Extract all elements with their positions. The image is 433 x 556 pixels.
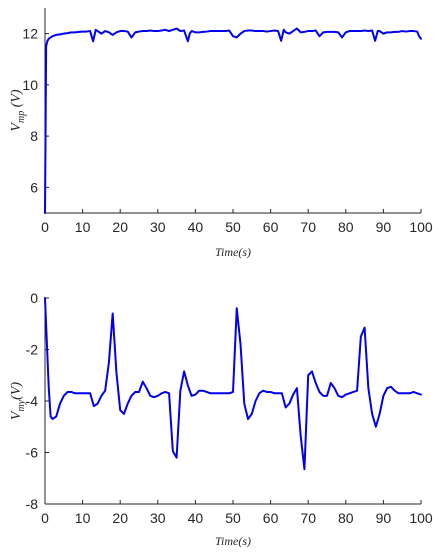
chart-2-series-line <box>44 297 422 471</box>
chart-1-x-tick-label: 70 <box>300 219 316 235</box>
chart-1-x-tick-label: 60 <box>263 219 279 235</box>
chart-1-x-tick-label: 40 <box>188 219 204 235</box>
chart-2: 0 10 20 30 40 50 60 70 80 90 100 -8 -6 -4 -2 0 Time(s) Vm… <box>9 290 433 548</box>
chart-2-x-tick-label: 60 <box>263 510 279 526</box>
chart-1-x-tick-label: 50 <box>225 219 241 235</box>
chart-1-x-tick-label: 0 <box>41 219 49 235</box>
chart-1-y-tick-label: 8 <box>30 128 38 144</box>
chart-2-y-tick-label: -2 <box>26 342 39 358</box>
chart-2-x-tick-label: 90 <box>376 510 392 526</box>
chart-2-x-tick-label: 80 <box>338 510 354 526</box>
chart-1-y-tick-label: 12 <box>22 26 38 42</box>
chart-1: 0 10 20 30 40 50 60 70 80 90 100 6 8 10 12 Time(s) Vmp (… <box>9 8 433 259</box>
chart-2-x-tick-label: 20 <box>112 510 128 526</box>
chart-1-y-axis-label: Vmp (V) <box>9 89 27 132</box>
chart-2-x-tick-label: 30 <box>150 510 166 526</box>
chart-1-x-tick-label: 20 <box>112 219 128 235</box>
chart-2-y-tick-label: -8 <box>26 496 39 512</box>
chart-2-x-tick-label: 70 <box>300 510 316 526</box>
chart-2-y-tick-label: 0 <box>30 290 38 306</box>
chart-1-x-tick-label: 10 <box>75 219 91 235</box>
chart-1-x-tick-label: 80 <box>338 219 354 235</box>
chart-2-y-axis-label: Vmy(V) <box>9 382 27 420</box>
chart-1-y-tick-label: 10 <box>22 77 38 93</box>
chart-2-x-tick-label: 100 <box>409 510 433 526</box>
chart-2-x-tick-label: 0 <box>41 510 49 526</box>
chart-1-x-tick-label: 30 <box>150 219 166 235</box>
chart-1-x-tick-label: 100 <box>409 219 433 235</box>
chart-2-x-tick-label: 50 <box>225 510 241 526</box>
chart-2-x-tick-label: 10 <box>75 510 91 526</box>
chart-1-series-line <box>44 27 422 214</box>
chart-2-y-tick-label: -4 <box>26 393 39 409</box>
chart-1-x-axis-label: Time(s) <box>215 245 251 259</box>
chart-1-x-tick-label: 90 <box>376 219 392 235</box>
chart-1-y-tick-label: 6 <box>30 179 38 195</box>
chart-2-y-tick-label: -6 <box>26 445 39 461</box>
chart-2-x-axis-label: Time(s) <box>215 534 251 548</box>
chart-2-x-tick-label: 40 <box>188 510 204 526</box>
